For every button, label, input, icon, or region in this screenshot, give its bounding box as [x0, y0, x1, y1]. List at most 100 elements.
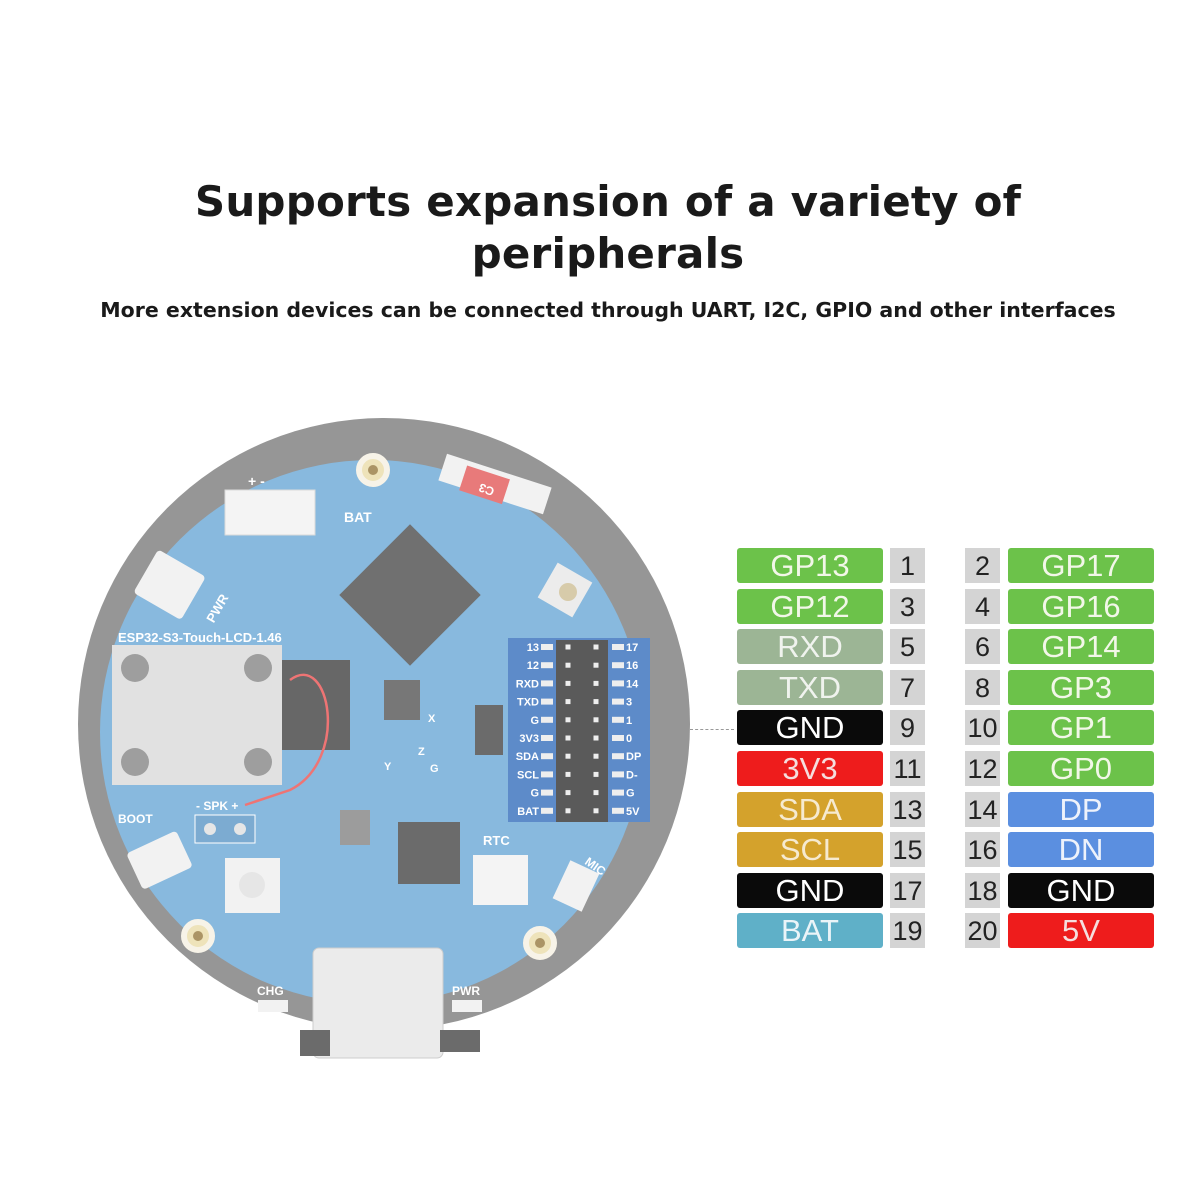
header-label-left: 3V3 — [519, 733, 539, 745]
header-pin — [565, 699, 571, 705]
header-pin — [593, 753, 599, 759]
header-label-right: 17 — [626, 642, 638, 654]
header-pad — [612, 662, 624, 669]
label-axis-g: G — [430, 763, 439, 775]
header-label-left: G — [530, 788, 539, 800]
pin-number: 2 — [965, 548, 1000, 583]
header-pin — [593, 808, 599, 814]
header-pad — [541, 771, 553, 778]
header-pin — [565, 644, 571, 650]
header-label-right: 16 — [626, 660, 638, 672]
header-pad — [541, 753, 553, 760]
header-pin — [565, 680, 571, 686]
pin-label: GP13 — [737, 548, 883, 583]
pin-label: GND — [737, 710, 883, 746]
header-pin — [593, 680, 599, 686]
pin-label: GP14 — [1008, 629, 1154, 665]
esp32-chip — [339, 524, 481, 666]
audio-chip — [398, 822, 460, 884]
header-pin — [565, 808, 571, 814]
pin-number: 9 — [890, 710, 925, 746]
header-pad — [541, 698, 553, 705]
pin-label: DN — [1008, 832, 1154, 868]
pin-label: GP16 — [1008, 588, 1154, 624]
header-pin — [593, 735, 599, 741]
header-pad — [612, 698, 624, 705]
speaker-wire — [244, 673, 330, 807]
label-rtc: RTC — [483, 833, 510, 848]
pin-number: 20 — [965, 913, 1000, 949]
header-pin — [593, 644, 599, 650]
pin-number: 14 — [965, 791, 1000, 827]
header-label-right: D- — [626, 769, 638, 781]
pin-number: 18 — [965, 872, 1000, 908]
power-button — [134, 550, 205, 619]
header-pad — [612, 680, 624, 687]
pin-label: TXD — [737, 669, 883, 705]
pin-number: 12 — [965, 751, 1000, 786]
pin-number: 16 — [965, 832, 1000, 868]
pin-label: SCL — [737, 832, 883, 868]
page-subtitle: More extension devices can be connected … — [100, 298, 1116, 322]
pin-label: GP12 — [737, 588, 883, 624]
pin-number: 11 — [890, 751, 925, 786]
header-label-right: 0 — [626, 733, 632, 745]
title-line-1: Supports expansion of a variety of — [194, 177, 1022, 226]
pin-label: 5V — [1008, 913, 1154, 949]
usb-c-port — [312, 947, 444, 1059]
header-pad — [541, 644, 553, 650]
pin-number: 19 — [890, 913, 925, 949]
label-spk: - SPK + — [196, 799, 238, 813]
pin-label: GP1 — [1008, 710, 1154, 746]
pin-number: 15 — [890, 832, 925, 868]
pin-label: BAT — [737, 913, 883, 949]
label-chg: CHG — [257, 984, 284, 998]
header-pin — [565, 717, 571, 723]
pin-number: 10 — [965, 710, 1000, 746]
battery-connector — [224, 489, 316, 536]
header-pin — [565, 753, 571, 759]
header-pin — [593, 771, 599, 777]
header-pad — [541, 680, 553, 687]
header-label-left: 13 — [527, 642, 539, 654]
label-bat: BAT — [344, 509, 372, 525]
label-axis-x: X — [428, 713, 436, 725]
pin-label: GP17 — [1008, 548, 1154, 583]
header-pad — [612, 789, 624, 796]
label-bat-polarity: + - — [248, 473, 265, 489]
pin-number: 8 — [965, 669, 1000, 705]
header-label-right: DP — [626, 751, 641, 763]
pin-header — [556, 640, 608, 822]
header-pad — [612, 644, 624, 650]
pin-number: 5 — [890, 629, 925, 665]
header-label-right: 1 — [626, 715, 632, 727]
label-c3: C3 — [477, 480, 497, 499]
pin-label: GND — [1008, 872, 1154, 908]
pin-label: GND — [737, 872, 883, 908]
pin-number: 13 — [890, 791, 925, 827]
board-model: ESP32-S3-Touch-LCD-1.46 — [118, 630, 282, 645]
title-line-2: peripherals — [471, 229, 745, 278]
header-pad — [541, 735, 553, 741]
header-label-left: 12 — [527, 660, 539, 672]
pin-label: GP3 — [1008, 669, 1154, 705]
header-label-right: G — [626, 788, 635, 800]
header-label-right: 5V — [626, 806, 640, 818]
header-pin — [565, 771, 571, 777]
label-axis-y: Y — [384, 761, 392, 773]
header-pad — [541, 789, 553, 796]
pin-number: 1 — [890, 548, 925, 583]
pin-label: RXD — [737, 629, 883, 665]
header-pin — [593, 717, 599, 723]
header-pad — [612, 771, 624, 778]
header-pad — [541, 807, 553, 814]
page-title: Supports expansion of a variety of perip… — [0, 176, 1200, 280]
header-label-right: 3 — [626, 697, 632, 709]
header-label-left: TXD — [517, 697, 539, 709]
label-boot: BOOT — [118, 812, 153, 826]
pin-number: 17 — [890, 872, 925, 908]
header-pin — [593, 790, 599, 796]
header-pad — [612, 735, 624, 741]
label-axis-z: Z — [418, 746, 425, 758]
header-label-right: 14 — [626, 678, 639, 690]
